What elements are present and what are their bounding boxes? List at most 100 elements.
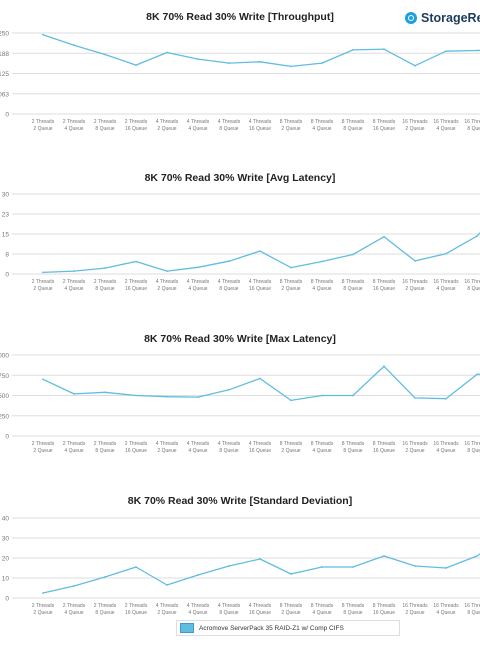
x-tick-line: 2 Threads [125,279,148,285]
x-tick-label: 4 Threads 2 Queue [156,441,179,454]
data-point [197,574,199,576]
x-tick-line: 16 Threads [433,441,459,447]
x-tick-line: 2 Queue [281,448,300,454]
y-tick-label: 23 [2,212,10,219]
x-tick-label: 16 Threads 4 Queue [433,119,459,132]
x-tick-line: 4 Queue [436,126,455,132]
x-tick-label: 4 Threads 4 Queue [187,119,210,132]
data-point [104,576,106,578]
data-point [135,566,137,568]
y-tick-label: 12,250 [0,31,9,38]
data-point [73,270,75,272]
x-tick-label: 2 Threads 4 Queue [63,279,86,292]
x-tick-line: 4 Threads [218,441,241,447]
data-point [321,394,323,397]
x-tick-label: 2 Threads 2 Queue [32,603,55,616]
x-tick-line: 16 Threads [402,603,428,609]
x-tick-line: 16 Threads [464,119,480,125]
x-tick-line: 4 Queue [188,448,207,454]
x-tick-line: 8 Queue [219,610,238,616]
x-tick-line: 8 Queue [219,448,238,454]
data-point [42,271,44,274]
x-tick-line: 2 Queue [33,448,52,454]
y-tick-label: 15 [2,232,10,239]
data-point [414,64,416,67]
x-tick-line: 2 Queue [405,286,424,292]
x-tick-line: 2 Threads [63,279,86,285]
x-tick-line: 16 Queue [249,610,271,616]
chart-3: 8K 70% Read 30% Write [Max Latency] 0 250 5… [0,333,480,454]
x-tick-line: 4 Threads [156,119,179,125]
data-point [445,50,447,53]
series-line [42,365,480,402]
x-tick-line: 8 Threads [342,279,365,285]
y-tick-label: 750 [0,373,9,380]
x-tick-line: 8 Threads [373,279,396,285]
data-point [383,48,385,51]
data-point [42,592,44,594]
y-tick-label: 500 [0,393,9,400]
x-tick-label: 4 Threads 2 Queue [156,603,179,616]
x-tick-line: 8 Threads [342,603,365,609]
x-tick-line: 8 Queue [467,286,480,292]
x-tick-line: 4 Queue [64,610,83,616]
chart-1: 8K 70% Read 30% Write [Throughput] 0 3,063… [0,11,480,132]
data-point [104,53,106,56]
x-tick-line: 4 Threads [156,603,179,609]
x-tick-line: 2 Threads [32,603,55,609]
data-point [228,62,230,64]
x-tick-line: 8 Queue [95,286,114,292]
x-tick-line: 16 Threads [464,441,480,447]
data-point [73,585,75,587]
x-tick-line: 16 Threads [402,119,428,125]
x-tick-line: 4 Queue [64,126,83,132]
data-point [135,394,137,397]
data-point [352,394,354,397]
x-tick-line: 8 Threads [311,441,334,447]
x-tick-line: 16 Queue [373,448,395,454]
y-tick-label: 3,063 [0,91,9,98]
x-tick-line: 2 Threads [32,441,55,447]
x-tick-line: 2 Threads [125,119,148,125]
data-point [42,33,44,36]
y-tick-label: 0 [5,596,9,603]
x-tick-line: 16 Queue [125,448,147,454]
chart-2: 8K 70% Read 30% Write [Avg Latency] 0 8 15 2… [2,172,480,292]
x-tick-label: 8 Threads 2 Queue [280,441,303,454]
x-tick-label: 16 Threads 4 Queue [433,603,459,616]
data-point [166,270,168,272]
x-tick-label: 16 Threads 2 Queue [402,441,428,454]
x-tick-line: 4 Queue [188,610,207,616]
x-tick-label: 8 Threads 2 Queue [280,603,303,616]
data-point [290,65,292,68]
x-tick-label: 16 Threads 4 Queue [433,441,459,454]
legend-swatch [180,623,194,633]
x-tick-line: 2 Threads [63,603,86,609]
chart-legend: Acromove ServerPack 35 RAID-Z1 w/ Comp C… [176,620,400,636]
y-tick-label: 20 [2,556,10,563]
x-tick-label: 2 Threads 8 Queue [94,119,117,132]
x-tick-line: 8 Threads [311,603,334,609]
series-line [42,34,480,68]
legend-label: Acromove ServerPack 35 RAID-Z1 w/ Comp C… [199,624,344,632]
x-tick-line: 2 Queue [33,126,52,132]
x-tick-line: 8 Threads [280,603,303,609]
data-point [383,235,385,238]
data-point [290,573,292,575]
x-tick-line: 16 Queue [249,448,271,454]
y-tick-label: 40 [2,516,10,523]
x-tick-line: 2 Queue [157,448,176,454]
x-tick-label: 4 Threads 16 Queue [249,279,272,292]
data-point [383,555,385,557]
x-tick-line: 4 Threads [218,119,241,125]
y-tick-label: 10 [2,576,10,583]
x-tick-label: 8 Threads 2 Queue [280,279,303,292]
x-tick-label: 16 Threads 2 Queue [402,119,428,132]
x-tick-line: 4 Queue [188,126,207,132]
x-tick-line: 16 Threads [433,603,459,609]
x-tick-line: 4 Queue [64,286,83,292]
x-tick-line: 2 Threads [32,279,55,285]
